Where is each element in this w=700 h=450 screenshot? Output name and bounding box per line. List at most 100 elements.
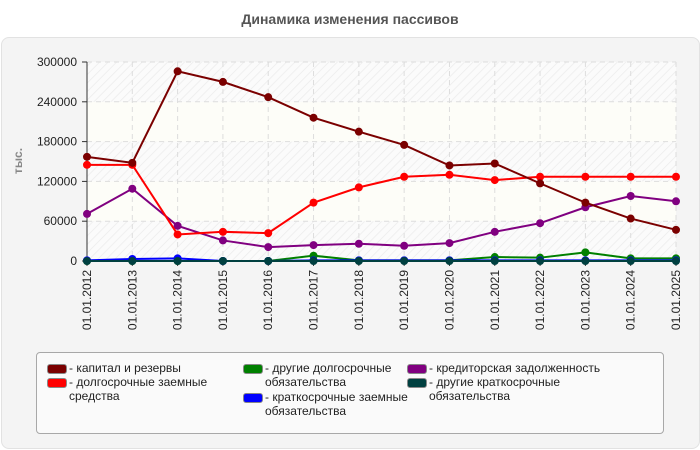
legend-item-payables[interactable]: - кредиторская задолженность xyxy=(407,361,669,375)
data-point[interactable] xyxy=(354,127,363,136)
x-tick-label: 01.01.2024 xyxy=(624,270,638,330)
x-tick-label: 01.01.2020 xyxy=(442,270,456,330)
data-point[interactable] xyxy=(536,179,545,188)
x-tick-label: 01.01.2014 xyxy=(171,270,185,330)
x-tick-label: 01.01.2023 xyxy=(578,270,592,330)
x-tick-label: 01.01.2015 xyxy=(216,270,230,330)
data-point[interactable] xyxy=(173,230,182,239)
x-tick-label: 01.01.2025 xyxy=(669,270,683,330)
data-point[interactable] xyxy=(445,161,454,170)
data-point[interactable] xyxy=(672,225,680,234)
data-point[interactable] xyxy=(626,214,635,223)
y-tick-label: 120000 xyxy=(37,174,77,188)
data-point[interactable] xyxy=(400,257,409,265)
axes: 0 60000 120000 180000 240000 300000 01.01.2012… xyxy=(37,55,683,330)
data-point[interactable] xyxy=(128,158,137,167)
data-point[interactable] xyxy=(218,236,227,245)
data-point[interactable] xyxy=(672,197,680,206)
x-tick-label: 01.01.2016 xyxy=(261,270,275,330)
data-point[interactable] xyxy=(626,191,635,200)
data-point[interactable] xyxy=(264,243,273,252)
x-tick-label: 01.01.2017 xyxy=(307,270,321,330)
data-point[interactable] xyxy=(672,172,680,181)
data-point[interactable] xyxy=(128,184,137,193)
data-point[interactable] xyxy=(354,257,363,265)
x-tick-label: 01.01.2013 xyxy=(125,270,139,330)
data-point[interactable] xyxy=(626,257,635,265)
data-point[interactable] xyxy=(581,257,590,265)
x-tick-label: 01.01.2019 xyxy=(397,270,411,330)
data-point[interactable] xyxy=(309,198,318,207)
legend-item-short-term-loans[interactable]: - краткосрочные заемные обязательства xyxy=(243,390,440,418)
x-tick-label: 01.01.2012 xyxy=(80,270,94,330)
data-point[interactable] xyxy=(626,172,635,181)
data-point[interactable] xyxy=(173,221,182,230)
legend-item-long-term-loans[interactable]: - долгосрочные заемные средства xyxy=(47,375,249,403)
series-5 xyxy=(83,257,680,265)
x-tick-label: 01.01.2022 xyxy=(533,270,547,330)
data-point[interactable] xyxy=(354,239,363,248)
legend-item-other-long-term[interactable]: - другие долгосрочные обязательства xyxy=(243,361,435,389)
data-point[interactable] xyxy=(581,198,590,207)
x-tick-label: 01.01.2018 xyxy=(352,270,366,330)
data-point[interactable] xyxy=(83,257,91,265)
data-point[interactable] xyxy=(264,229,273,238)
legend-label: - долгосрочные заемные средства xyxy=(69,375,208,403)
series-4 xyxy=(83,184,680,252)
data-point[interactable] xyxy=(581,172,590,181)
data-point[interactable] xyxy=(490,159,499,168)
data-point[interactable] xyxy=(490,227,499,236)
data-point[interactable] xyxy=(581,248,590,257)
data-point[interactable] xyxy=(490,176,499,185)
data-point[interactable] xyxy=(83,152,91,161)
data-point[interactable] xyxy=(400,172,409,181)
y-tick-label: 60000 xyxy=(44,214,78,228)
data-point[interactable] xyxy=(400,140,409,149)
data-point[interactable] xyxy=(218,227,227,236)
legend-swatch-icon xyxy=(47,378,67,388)
legend-label: - краткосрочные заемные обязательства xyxy=(265,390,408,418)
data-point[interactable] xyxy=(309,113,318,122)
data-point[interactable] xyxy=(490,257,499,265)
data-point[interactable] xyxy=(173,67,182,76)
legend-swatch-icon xyxy=(243,393,263,403)
y-tick-label: 300000 xyxy=(37,55,77,69)
legend-swatch-icon xyxy=(407,364,427,374)
data-point[interactable] xyxy=(128,257,137,265)
series-lines xyxy=(83,67,680,265)
legend-swatch-icon xyxy=(243,364,263,374)
legend-swatch-icon xyxy=(407,378,427,388)
y-tick-label: 240000 xyxy=(37,95,77,109)
legend-label: - другие краткосрочные обязательства xyxy=(429,375,561,403)
legend-label: - капитал и резервы xyxy=(69,361,181,375)
data-point[interactable] xyxy=(309,257,318,265)
data-point[interactable] xyxy=(83,160,91,169)
legend-label: - кредиторская задолженность xyxy=(429,361,601,375)
data-point[interactable] xyxy=(218,257,227,265)
legend-swatch-icon xyxy=(47,364,67,374)
data-point[interactable] xyxy=(672,257,680,265)
data-point[interactable] xyxy=(83,209,91,218)
data-point[interactable] xyxy=(445,257,454,265)
data-point[interactable] xyxy=(445,170,454,179)
data-point[interactable] xyxy=(264,93,273,102)
data-point[interactable] xyxy=(536,257,545,265)
legend-label: - другие долгосрочные обязательства xyxy=(265,361,392,389)
data-point[interactable] xyxy=(264,257,273,265)
data-point[interactable] xyxy=(445,239,454,248)
data-point[interactable] xyxy=(400,241,409,250)
plot-area xyxy=(87,62,676,261)
data-point[interactable] xyxy=(536,219,545,228)
data-point[interactable] xyxy=(354,183,363,192)
legend-item-capital[interactable]: - капитал и резервы xyxy=(47,361,239,375)
data-point[interactable] xyxy=(536,172,545,181)
chart-title: Динамика изменения пассивов xyxy=(241,11,459,27)
data-point[interactable] xyxy=(309,241,318,250)
legend-item-other-short-term[interactable]: - другие краткосрочные обязательства xyxy=(407,375,599,403)
data-point[interactable] xyxy=(218,77,227,86)
line-chart: 0 60000 120000 180000 240000 300000 01.01.2012… xyxy=(11,55,683,330)
y-tick-label: 0 xyxy=(70,254,77,268)
x-tick-label: 01.01.2021 xyxy=(488,270,502,330)
data-point[interactable] xyxy=(173,257,182,265)
y-tick-label: 180000 xyxy=(37,135,77,149)
